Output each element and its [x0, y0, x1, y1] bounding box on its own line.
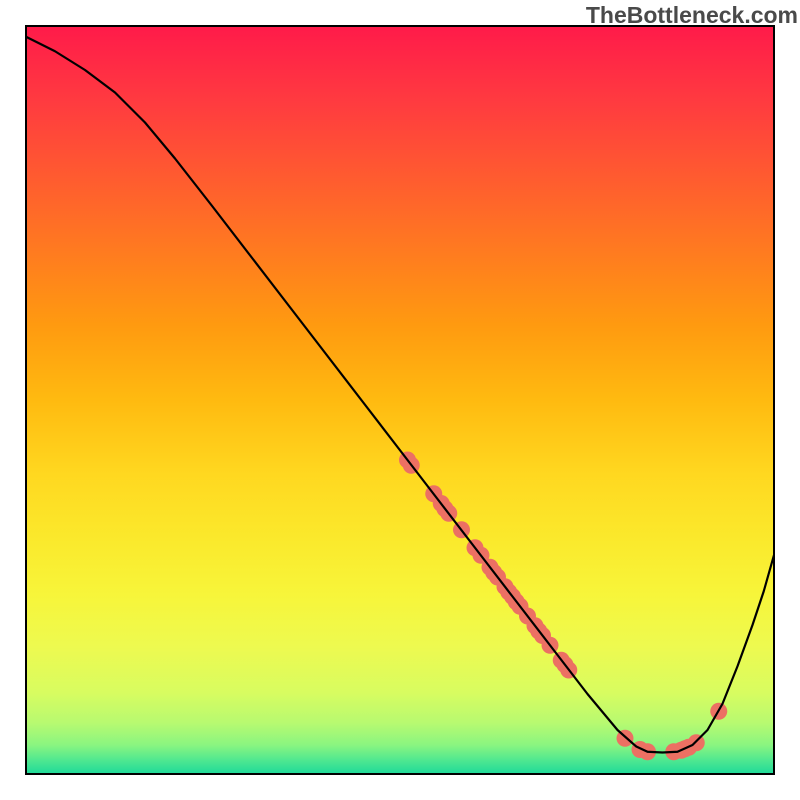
plot-overlay — [25, 25, 775, 775]
bottleneck-curve — [25, 36, 775, 752]
watermark-text: TheBottleneck.com — [586, 2, 798, 29]
plot-area — [25, 25, 775, 775]
chart-container: TheBottleneck.com — [0, 0, 800, 800]
marker-group — [399, 452, 727, 761]
